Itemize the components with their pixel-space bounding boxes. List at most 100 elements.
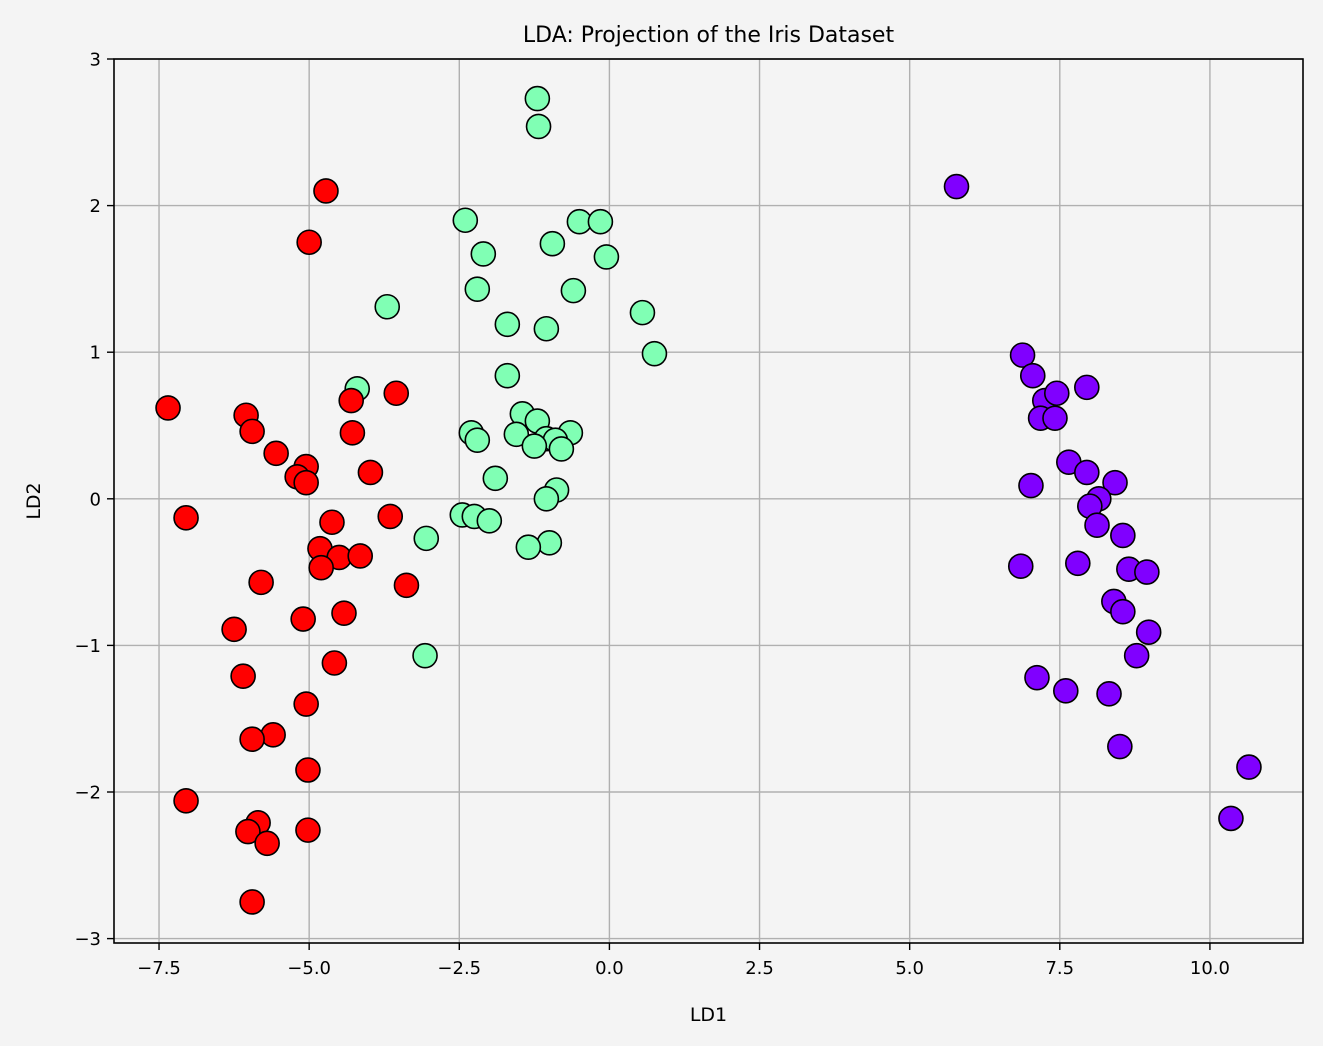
data-point-series-1 xyxy=(536,529,563,556)
data-point-series-1 xyxy=(413,525,440,552)
x-tick-label: −5.0 xyxy=(287,958,331,979)
data-point-series-2 xyxy=(239,418,265,445)
data-point-series-0 xyxy=(1042,405,1068,431)
x-axis-label: LD1 xyxy=(690,1004,727,1026)
data-point-series-2 xyxy=(338,387,364,414)
data-point-series-0 xyxy=(1123,642,1150,669)
data-point-series-1 xyxy=(593,244,620,270)
data-point-series-2 xyxy=(293,469,319,496)
data-point-series-1 xyxy=(539,230,566,257)
data-point-series-2 xyxy=(321,650,348,676)
data-point-series-2 xyxy=(293,691,319,717)
data-point-series-0 xyxy=(1009,342,1036,368)
data-point-series-2 xyxy=(235,818,261,845)
data-point-series-2 xyxy=(248,569,274,596)
x-tick-label: 0.0 xyxy=(595,958,624,979)
x-tick-label: −7.5 xyxy=(137,958,181,979)
data-point-series-0 xyxy=(1065,550,1091,577)
plot-frame xyxy=(113,58,1304,944)
x-tick-label: 7.5 xyxy=(1045,958,1074,979)
data-point-series-2 xyxy=(357,459,384,486)
axis-ticks: −7.5 −5.0 −2.5 0.0 2.5 5.0 7.5 10.0 −3 −2 −1 0 1 2 3 xyxy=(74,50,1230,980)
data-point-series-1 xyxy=(525,113,552,140)
data-point-series-2 xyxy=(313,178,339,204)
data-point-series-2 xyxy=(331,600,357,626)
data-point-series-1 xyxy=(560,277,587,304)
x-tick-label: 2.5 xyxy=(745,958,774,979)
data-point-series-0 xyxy=(1218,805,1244,832)
data-point-series-1 xyxy=(476,507,503,534)
data-point-series-0 xyxy=(1102,469,1128,496)
plot-area xyxy=(114,59,1303,943)
data-point-series-0 xyxy=(1135,619,1162,646)
data-point-series-1 xyxy=(533,315,560,342)
data-point-series-2 xyxy=(155,395,181,421)
data-point-series-2 xyxy=(347,543,374,569)
data-point-series-1 xyxy=(374,293,401,320)
data-point-series-2 xyxy=(295,757,321,783)
data-point-series-0 xyxy=(1074,459,1100,486)
data-point-series-2 xyxy=(221,616,247,643)
data-point-series-0 xyxy=(1074,374,1100,401)
data-point-series-2 xyxy=(377,503,404,530)
data-point-series-1 xyxy=(548,436,575,462)
data-point-series-0 xyxy=(1110,522,1136,549)
data-point-series-0 xyxy=(1236,754,1262,780)
data-point-series-1 xyxy=(515,534,542,560)
y-tick-label: −2 xyxy=(74,783,101,804)
y-tick-label: 2 xyxy=(90,196,101,217)
data-point-series-2 xyxy=(308,554,334,581)
data-point-series-1 xyxy=(629,299,656,326)
data-point-series-2 xyxy=(173,787,199,814)
y-tick-label: −3 xyxy=(74,929,101,950)
y-axis-label: LD2 xyxy=(23,482,45,519)
data-point-series-0 xyxy=(1019,362,1046,389)
data-point-series-1 xyxy=(521,433,548,459)
y-tick-label: 1 xyxy=(90,343,101,364)
data-point-series-0 xyxy=(1107,733,1133,760)
data-point-series-1 xyxy=(494,362,521,389)
x-tick-label: −2.5 xyxy=(437,958,481,979)
data-point-series-0 xyxy=(1110,598,1136,625)
data-point-series-2 xyxy=(239,726,265,753)
data-point-series-2 xyxy=(239,889,265,915)
data-point-series-1 xyxy=(524,85,551,112)
data-point-series-1 xyxy=(533,486,560,512)
data-point-series-0 xyxy=(1024,664,1050,691)
data-point-series-1 xyxy=(464,276,491,302)
data-point-series-0 xyxy=(1096,680,1122,707)
data-point-series-1 xyxy=(641,340,668,367)
data-point-series-2 xyxy=(260,722,286,748)
data-point-series-0 xyxy=(1084,512,1110,538)
chart-title: LDA: Projection of the Iris Dataset xyxy=(523,23,895,48)
y-tick-label: −1 xyxy=(74,636,101,657)
data-point-series-1 xyxy=(587,208,614,235)
data-point-series-1 xyxy=(482,465,509,492)
data-point-series-2 xyxy=(296,229,322,256)
data-point-series-2 xyxy=(173,505,199,531)
data-point-series-0 xyxy=(943,173,970,200)
data-point-series-2 xyxy=(319,509,345,536)
data-point-series-0 xyxy=(1053,678,1079,704)
data-point-series-0 xyxy=(1018,472,1044,499)
data-point-series-0 xyxy=(1134,559,1160,585)
data-point-series-0 xyxy=(1007,553,1034,580)
data-point-series-2 xyxy=(254,830,280,857)
data-point-series-2 xyxy=(295,817,321,843)
data-point-series-0 xyxy=(1043,380,1070,407)
data-point-series-1 xyxy=(452,207,479,234)
data-point-series-1 xyxy=(494,311,521,338)
y-tick-label: 3 xyxy=(90,50,101,71)
data-point-series-1 xyxy=(503,421,530,448)
x-tick-label: 10.0 xyxy=(1190,958,1230,979)
data-point-series-1 xyxy=(470,241,497,267)
data-point-series-2 xyxy=(339,420,366,446)
x-tick-label: 5.0 xyxy=(895,958,924,979)
data-point-series-2 xyxy=(393,572,420,599)
data-point-series-1 xyxy=(464,427,491,453)
data-point-series-2 xyxy=(383,380,410,407)
y-tick-label: 0 xyxy=(90,489,101,510)
data-points xyxy=(155,85,1262,915)
data-point-series-2 xyxy=(263,440,289,467)
